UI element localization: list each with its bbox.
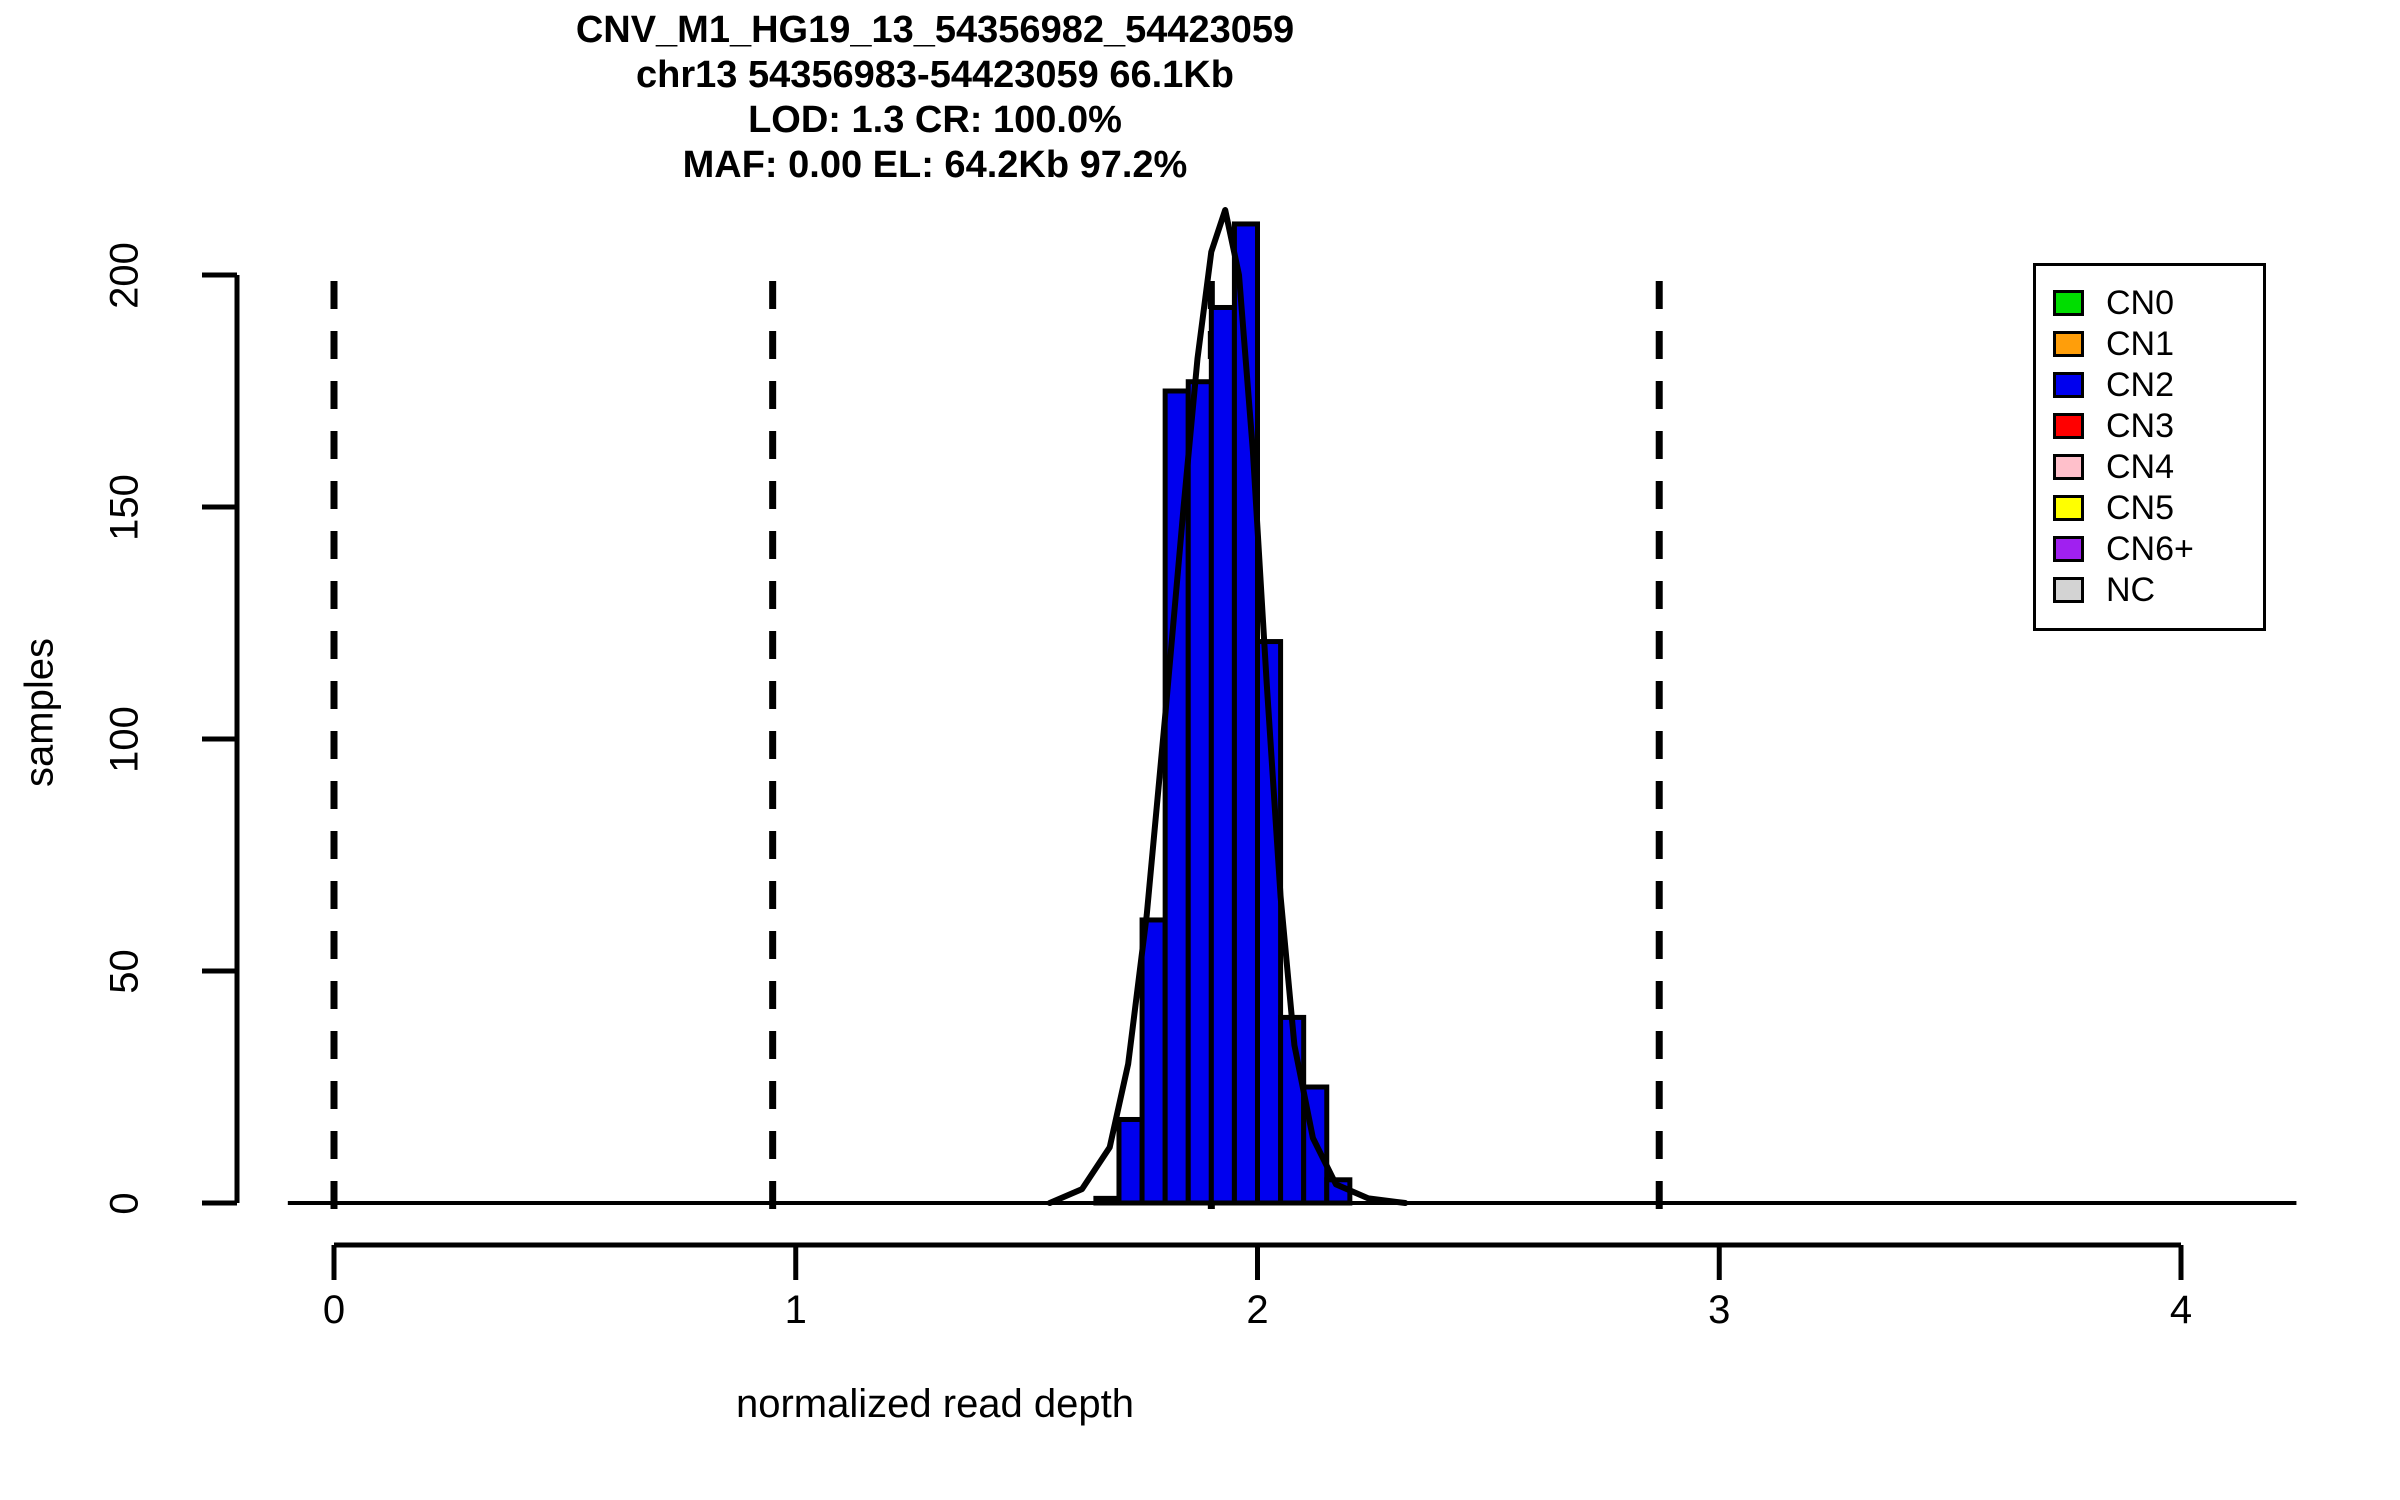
x-tick-label: 1 bbox=[784, 1288, 807, 1332]
legend-item-label: CN3 bbox=[2106, 406, 2175, 445]
legend-item-label: CN0 bbox=[2106, 283, 2175, 322]
legend-item-label: CN5 bbox=[2106, 488, 2175, 527]
histogram-bar bbox=[1093, 1195, 1122, 1206]
histogram-bars bbox=[1093, 221, 1353, 1206]
legend-swatch-icon bbox=[2053, 535, 2084, 562]
y-tick-label: 150 bbox=[102, 474, 147, 541]
y-tick-label: 0 bbox=[102, 1192, 147, 1215]
histogram-bar bbox=[1116, 1116, 1145, 1206]
histogram-bar bbox=[1139, 917, 1168, 1206]
legend-item-label: CN1 bbox=[2106, 324, 2175, 363]
x-tick-label: 2 bbox=[1246, 1288, 1269, 1332]
y-tick-label: 50 bbox=[102, 949, 147, 994]
legend-item-label: CN4 bbox=[2106, 447, 2175, 486]
legend-item-cn2[interactable]: CN2 bbox=[2036, 364, 2263, 405]
density-curve-path bbox=[1046, 207, 1409, 1206]
threshold-lines bbox=[330, 265, 1663, 1209]
x-tick-label: 4 bbox=[2169, 1288, 2193, 1332]
title-line-2: chr13 54356983-54423059 66.1Kb bbox=[636, 54, 1234, 96]
axis-lines bbox=[202, 272, 2184, 1280]
legend-item-cn1[interactable]: CN1 bbox=[2036, 323, 2263, 364]
y-axis-label: samples bbox=[17, 638, 62, 787]
legend-swatch-icon bbox=[2053, 453, 2084, 480]
x-tick-label: 3 bbox=[1708, 1288, 1731, 1332]
y-tick-label: 100 bbox=[102, 706, 147, 773]
legend-item-cn0[interactable]: CN0 bbox=[2036, 282, 2263, 323]
legend-swatch-icon bbox=[2053, 412, 2084, 439]
legend-swatch-icon bbox=[2053, 576, 2084, 603]
chart-title-block: CNV_M1_HG19_13_54356982_54423059 chr13 5… bbox=[0, 8, 1870, 188]
legend-item-nc[interactable]: NC bbox=[2036, 569, 2263, 610]
legend-item-cn4[interactable]: CN4 bbox=[2036, 446, 2263, 487]
x-axis-label: normalized read depth bbox=[735, 1382, 1135, 1426]
legend-swatch-icon bbox=[2053, 494, 2084, 521]
legend-swatch-icon bbox=[2053, 289, 2084, 316]
legend-item-label: CN6+ bbox=[2106, 529, 2194, 568]
legend-item-label: CN2 bbox=[2106, 365, 2175, 404]
y-tick-label: 200 bbox=[102, 242, 147, 309]
histogram-bar bbox=[1208, 304, 1237, 1206]
legend: CN0 CN1 CN2 CN3 CN4 CN5 CN6+ NC bbox=[2033, 263, 2266, 631]
title-line-4: MAF: 0.00 EL: 64.2Kb 97.2% bbox=[682, 144, 1188, 186]
legend-item-cn3[interactable]: CN3 bbox=[2036, 405, 2263, 446]
density-curve bbox=[1046, 207, 1409, 1206]
legend-item-cn6plus[interactable]: CN6+ bbox=[2036, 528, 2263, 569]
title-line-1: CNV_M1_HG19_13_54356982_54423059 bbox=[575, 9, 1295, 51]
title-line-3: LOD: 1.3 CR: 100.0% bbox=[748, 99, 1122, 141]
legend-swatch-icon bbox=[2053, 330, 2084, 357]
histogram-bar bbox=[1185, 379, 1214, 1206]
legend-item-cn5[interactable]: CN5 bbox=[2036, 487, 2263, 528]
legend-item-label: NC bbox=[2106, 570, 2156, 609]
x-tick-label: 0 bbox=[322, 1288, 346, 1332]
legend-swatch-icon bbox=[2053, 371, 2084, 398]
